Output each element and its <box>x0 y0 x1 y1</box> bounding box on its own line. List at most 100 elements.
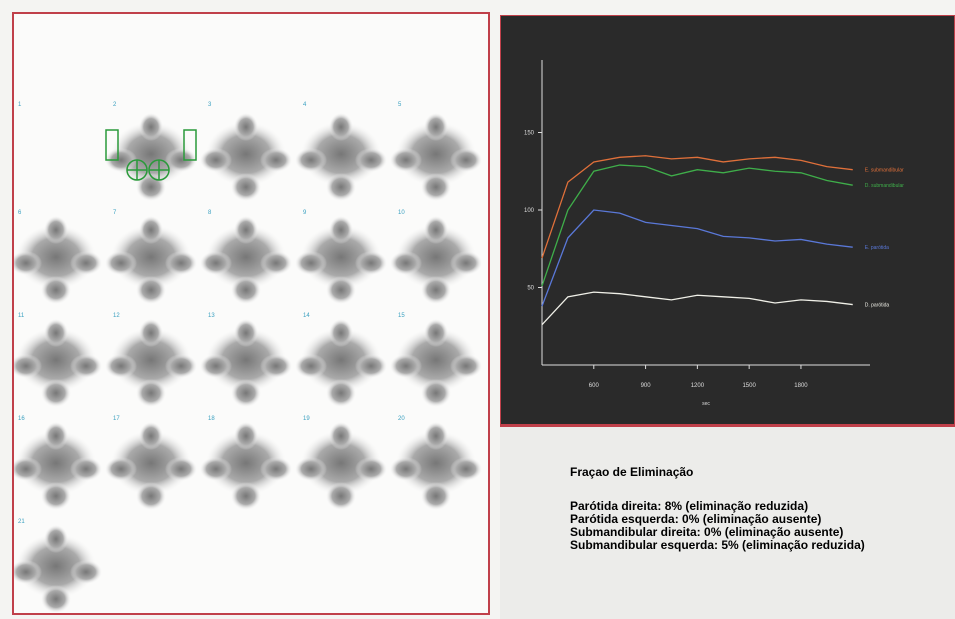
panel-title: Fraçao de Eliminação <box>570 465 693 479</box>
frame-image <box>390 319 482 407</box>
frame-label: 20 <box>398 416 405 422</box>
tissue <box>234 319 258 347</box>
tissue <box>44 422 68 450</box>
chart-background <box>500 15 955 425</box>
frame-label: 18 <box>208 416 215 422</box>
tissue <box>326 379 356 407</box>
tissue <box>165 457 197 481</box>
tissue <box>70 354 102 378</box>
frame-label: 7 <box>113 210 117 216</box>
x-tick-label: 600 <box>589 383 600 389</box>
frame-image <box>105 216 197 304</box>
tissue <box>295 457 327 481</box>
tissue <box>421 482 451 510</box>
frame-image <box>105 422 197 510</box>
tissue <box>329 216 353 244</box>
tissue <box>450 354 482 378</box>
tissue <box>200 148 232 172</box>
tissue <box>390 354 422 378</box>
tissue <box>450 457 482 481</box>
tissue <box>329 113 353 141</box>
frame-image <box>295 319 387 407</box>
frame-image <box>200 422 292 510</box>
tissue <box>450 251 482 275</box>
tissue <box>421 173 451 201</box>
frame-image <box>200 216 292 304</box>
tissue <box>329 422 353 450</box>
frame-label: 10 <box>398 210 405 216</box>
tissue <box>421 379 451 407</box>
tissue <box>295 148 327 172</box>
tissue <box>136 173 166 201</box>
tissue <box>136 276 166 304</box>
tissue <box>231 173 261 201</box>
tissue <box>424 216 448 244</box>
frame-image <box>12 319 102 407</box>
tissue <box>105 457 137 481</box>
chart: 50100150600900120015001800secE. submandi… <box>500 15 955 425</box>
tissue <box>424 422 448 450</box>
tissue <box>231 276 261 304</box>
tissue <box>326 173 356 201</box>
tissue <box>260 354 292 378</box>
tissue <box>41 585 71 613</box>
tissue <box>139 113 163 141</box>
legend-label: D. parótida <box>865 303 890 309</box>
frame-label: 4 <box>303 102 307 108</box>
tissue <box>326 482 356 510</box>
y-tick-label: 150 <box>524 131 535 137</box>
legend-label: D. submandibular <box>865 183 905 189</box>
x-axis-label: sec <box>702 401 710 407</box>
tissue <box>234 216 258 244</box>
tissue <box>234 113 258 141</box>
y-tick-label: 50 <box>527 286 534 292</box>
tissue <box>355 251 387 275</box>
frame-label: 11 <box>18 313 25 319</box>
tissue <box>390 251 422 275</box>
tissue <box>200 251 232 275</box>
frame-label: 8 <box>208 210 212 216</box>
frame-image <box>105 319 197 407</box>
tissue <box>139 216 163 244</box>
frame-image <box>390 216 482 304</box>
x-tick-label: 1500 <box>742 383 756 389</box>
frame-label: 2 <box>113 102 117 108</box>
frame-label: 21 <box>18 519 25 525</box>
tissue <box>260 251 292 275</box>
frame-label: 15 <box>398 313 405 319</box>
x-tick-label: 1800 <box>794 383 808 389</box>
frame-label: 14 <box>303 313 310 319</box>
tissue <box>295 251 327 275</box>
legend-label: E. parótida <box>865 245 889 251</box>
frame-image <box>12 422 102 510</box>
tissue <box>421 276 451 304</box>
frame-label: 16 <box>18 416 25 422</box>
tissue <box>139 319 163 347</box>
frame-label: 9 <box>303 210 307 216</box>
tissue <box>44 216 68 244</box>
tissue <box>231 379 261 407</box>
tissue <box>41 276 71 304</box>
tissue <box>390 148 422 172</box>
tissue <box>390 457 422 481</box>
tissue <box>355 457 387 481</box>
tissue <box>105 354 137 378</box>
tissue <box>136 482 166 510</box>
x-tick-label: 900 <box>641 383 652 389</box>
tissue <box>424 319 448 347</box>
tissue <box>260 148 292 172</box>
tissue <box>234 422 258 450</box>
frame-label: 5 <box>398 102 402 108</box>
tissue <box>105 251 137 275</box>
frame-image <box>390 113 482 201</box>
tissue <box>136 379 166 407</box>
frame-image <box>295 422 387 510</box>
frame-label: 17 <box>113 416 120 422</box>
tissue <box>70 457 102 481</box>
tissue <box>231 482 261 510</box>
tissue <box>165 251 197 275</box>
page: 123456789101112131415161718192021 501001… <box>0 0 955 619</box>
frame-image <box>12 216 102 304</box>
frame-label: 19 <box>303 416 310 422</box>
